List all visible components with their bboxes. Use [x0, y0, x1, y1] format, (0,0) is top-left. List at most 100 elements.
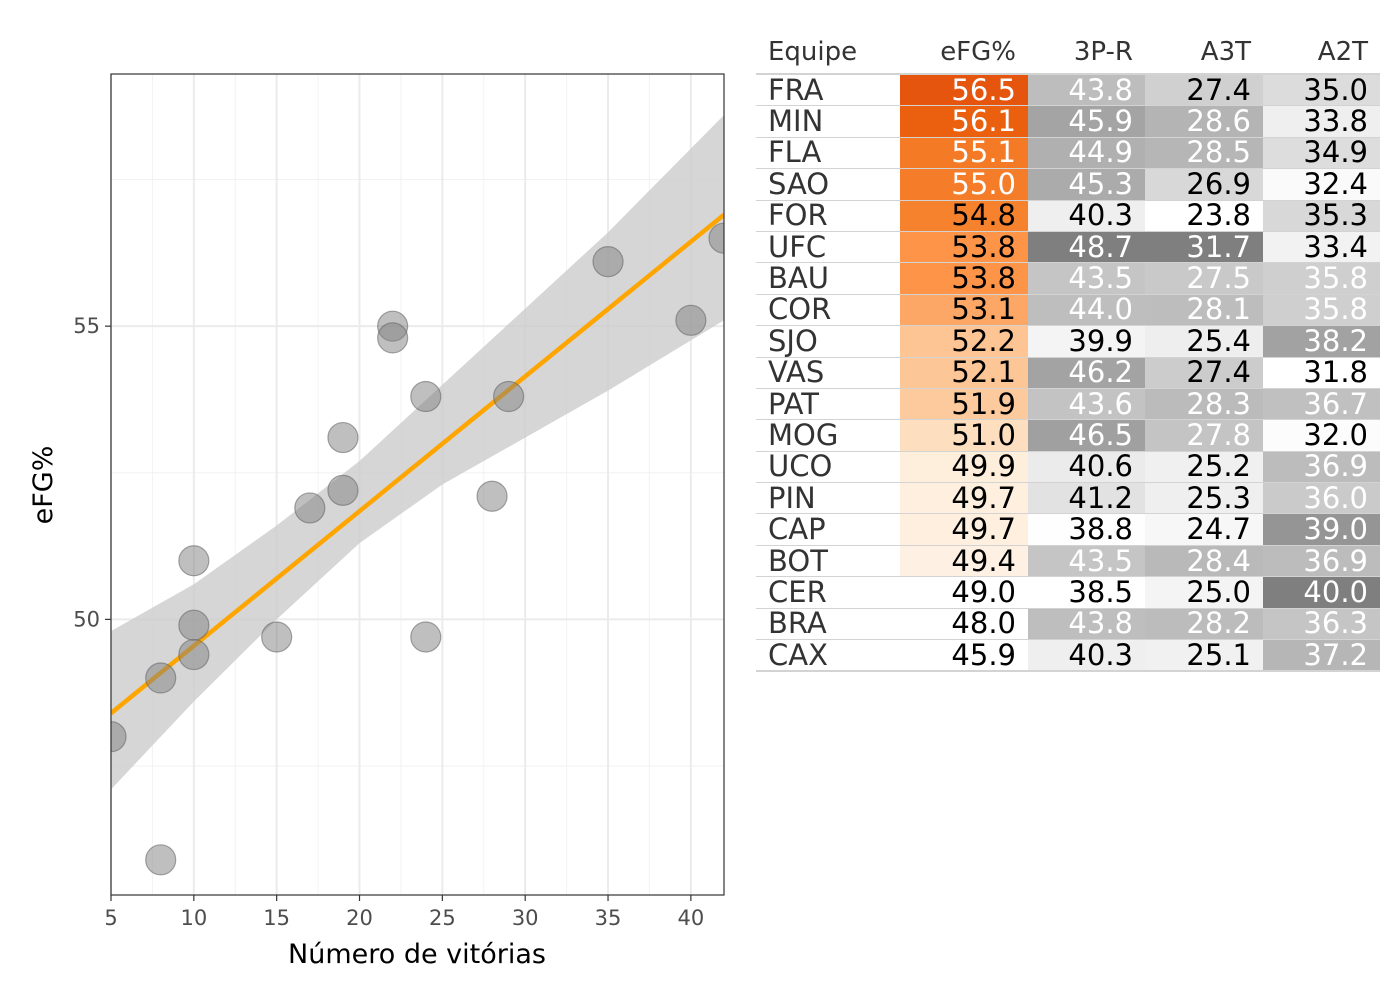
3pr-cell: 44.0 — [1028, 294, 1145, 327]
3pr-cell: 44.9 — [1028, 137, 1145, 170]
3pr-cell: 38.8 — [1028, 513, 1145, 546]
plot-panel-border — [110, 73, 725, 896]
3pr-cell: 48.7 — [1028, 231, 1145, 264]
header-a2t: A2T — [1317, 36, 1368, 67]
team-cell: BAU — [756, 262, 900, 295]
table-row: UCO 49.9 40.6 25.2 36.9 — [756, 451, 1380, 484]
a3t-cell: 27.5 — [1145, 262, 1263, 295]
3pr-cell: 43.8 — [1028, 74, 1145, 107]
3pr-cell: 40.3 — [1028, 639, 1145, 673]
table-row: VAS 52.1 46.2 27.4 31.8 — [756, 357, 1380, 389]
table-row: SAO 55.0 45.3 26.9 32.4 — [756, 168, 1380, 201]
team-cell: SJO — [756, 325, 900, 358]
3pr-cell: 43.8 — [1028, 608, 1145, 641]
a2t-cell: 37.2 — [1263, 639, 1380, 673]
efg-cell: 54.8 — [900, 200, 1028, 232]
3pr-cell: 46.5 — [1028, 419, 1145, 452]
data-point — [111, 721, 127, 753]
x-tick-label: 40 — [677, 906, 704, 930]
a3t-cell: 26.9 — [1145, 168, 1263, 201]
efg-cell: 45.9 — [900, 639, 1028, 673]
x-tick-label: 30 — [512, 906, 539, 930]
efg-cell: 49.7 — [900, 482, 1028, 515]
table-row: UFC 53.8 48.7 31.7 33.4 — [756, 231, 1380, 264]
efg-cell: 52.1 — [900, 357, 1028, 389]
a2t-cell: 36.9 — [1263, 545, 1380, 578]
header-equipe: Equipe — [768, 36, 858, 67]
data-point — [377, 322, 409, 354]
data-point — [675, 304, 707, 336]
a3t-cell: 25.3 — [1145, 482, 1263, 515]
a3t-cell: 28.5 — [1145, 137, 1263, 170]
3pr-cell: 43.5 — [1028, 262, 1145, 295]
a2t-cell: 32.0 — [1263, 419, 1380, 452]
a2t-cell: 33.8 — [1263, 105, 1380, 138]
a3t-cell: 25.4 — [1145, 325, 1263, 358]
data-point — [145, 844, 177, 876]
table-row: CAX 45.9 40.3 25.1 37.2 — [756, 639, 1380, 673]
table-row: FRA 56.5 43.8 27.4 35.0 — [756, 74, 1380, 107]
efg-cell: 53.8 — [900, 262, 1028, 295]
team-cell: MOG — [756, 419, 900, 452]
stats-table: Equipe eFG% 3P-R A3T A2T FRA 56.5 43.8 27.4… — [756, 30, 1380, 673]
a3t-cell: 28.1 — [1145, 294, 1263, 327]
team-cell: SAO — [756, 168, 900, 201]
3pr-cell: 38.5 — [1028, 576, 1145, 609]
efg-cell: 51.0 — [900, 419, 1028, 452]
x-tick-label: 35 — [595, 906, 622, 930]
a3t-cell: 25.2 — [1145, 451, 1263, 484]
efg-cell: 53.8 — [900, 231, 1028, 264]
table-row: COR 53.1 44.0 28.1 35.8 — [756, 294, 1380, 327]
a3t-cell: 27.4 — [1145, 74, 1263, 107]
y-tick-label: 55 — [73, 314, 100, 338]
team-cell: MIN — [756, 105, 900, 138]
data-point — [708, 222, 724, 254]
a2t-cell: 32.4 — [1263, 168, 1380, 201]
table-row: PIN 49.7 41.2 25.3 36.0 — [756, 482, 1380, 515]
team-cell: CAX — [756, 639, 900, 673]
a2t-cell: 39.0 — [1263, 513, 1380, 546]
data-point — [410, 380, 442, 413]
table-row: MOG 51.0 46.5 27.8 32.0 — [756, 419, 1380, 452]
y-tick-label: 50 — [73, 607, 100, 631]
table-row: FOR 54.8 40.3 23.8 35.3 — [756, 200, 1380, 232]
team-cell: UCO — [756, 451, 900, 484]
3pr-cell: 45.9 — [1028, 105, 1145, 138]
x-axis: 5 10 15 20 25 30 35 40 — [104, 895, 704, 930]
efg-cell: 49.9 — [900, 451, 1028, 484]
team-cell: BRA — [756, 608, 900, 641]
efg-cell: 52.2 — [900, 325, 1028, 358]
a2t-cell: 33.4 — [1263, 231, 1380, 264]
regression-line — [111, 212, 724, 715]
data-point — [327, 421, 359, 454]
team-cell: COR — [756, 294, 900, 327]
data-point — [145, 662, 177, 694]
team-cell: BOT — [756, 545, 900, 578]
a2t-cell: 34.9 — [1263, 137, 1380, 170]
3pr-cell: 45.3 — [1028, 168, 1145, 201]
a3t-cell: 27.8 — [1145, 419, 1263, 452]
efg-cell: 56.5 — [900, 74, 1028, 107]
x-tick-label: 20 — [346, 906, 373, 930]
header-a3t: A3T — [1200, 36, 1251, 67]
x-tick-label: 25 — [429, 906, 456, 930]
x-tick-label: 5 — [104, 906, 117, 930]
table-row: FLA 55.1 44.9 28.5 34.9 — [756, 137, 1380, 170]
team-cell: FLA — [756, 137, 900, 170]
3pr-cell: 46.2 — [1028, 357, 1145, 389]
3pr-cell: 40.6 — [1028, 451, 1145, 484]
efg-cell: 56.1 — [900, 105, 1028, 138]
confidence-band — [111, 115, 724, 790]
x-tick-label: 15 — [263, 906, 290, 930]
table-body: FRA 56.5 43.8 27.4 35.0 MIN 56.1 45.9 28.6 33.8 FL… — [756, 74, 1380, 673]
efg-cell: 51.9 — [900, 388, 1028, 421]
a3t-cell: 28.3 — [1145, 388, 1263, 421]
data-point — [327, 474, 359, 506]
table-row: CER 49.0 38.5 25.0 40.0 — [756, 576, 1380, 609]
data-points — [111, 222, 724, 876]
table-row: SJO 52.2 39.9 25.4 38.2 — [756, 325, 1380, 358]
3pr-cell: 41.2 — [1028, 482, 1145, 515]
3pr-cell: 40.3 — [1028, 200, 1145, 232]
a3t-cell: 25.0 — [1145, 576, 1263, 609]
